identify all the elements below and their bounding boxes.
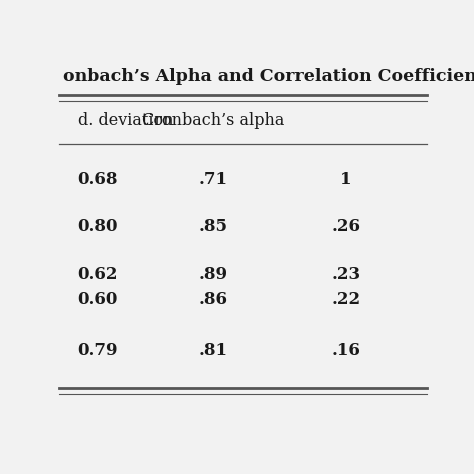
Text: .85: .85 [199,218,228,235]
Text: d. deviation: d. deviation [78,112,173,129]
Text: .23: .23 [331,265,360,283]
Text: .22: .22 [331,291,360,308]
Text: .16: .16 [331,342,360,359]
Text: .86: .86 [199,291,228,308]
Text: 0.80: 0.80 [78,218,118,235]
Text: Cronbach’s alpha: Cronbach’s alpha [142,112,285,129]
Text: .81: .81 [199,342,228,359]
Text: 1: 1 [340,171,352,188]
Text: onbach’s Alpha and Correlation Coefficient: onbach’s Alpha and Correlation Coefficie… [63,68,474,85]
Text: .89: .89 [199,265,228,283]
Text: 0.68: 0.68 [78,171,118,188]
Text: .71: .71 [199,171,228,188]
Text: 0.79: 0.79 [78,342,118,359]
Text: 0.60: 0.60 [78,291,118,308]
Text: .26: .26 [331,218,360,235]
Text: 0.62: 0.62 [78,265,118,283]
